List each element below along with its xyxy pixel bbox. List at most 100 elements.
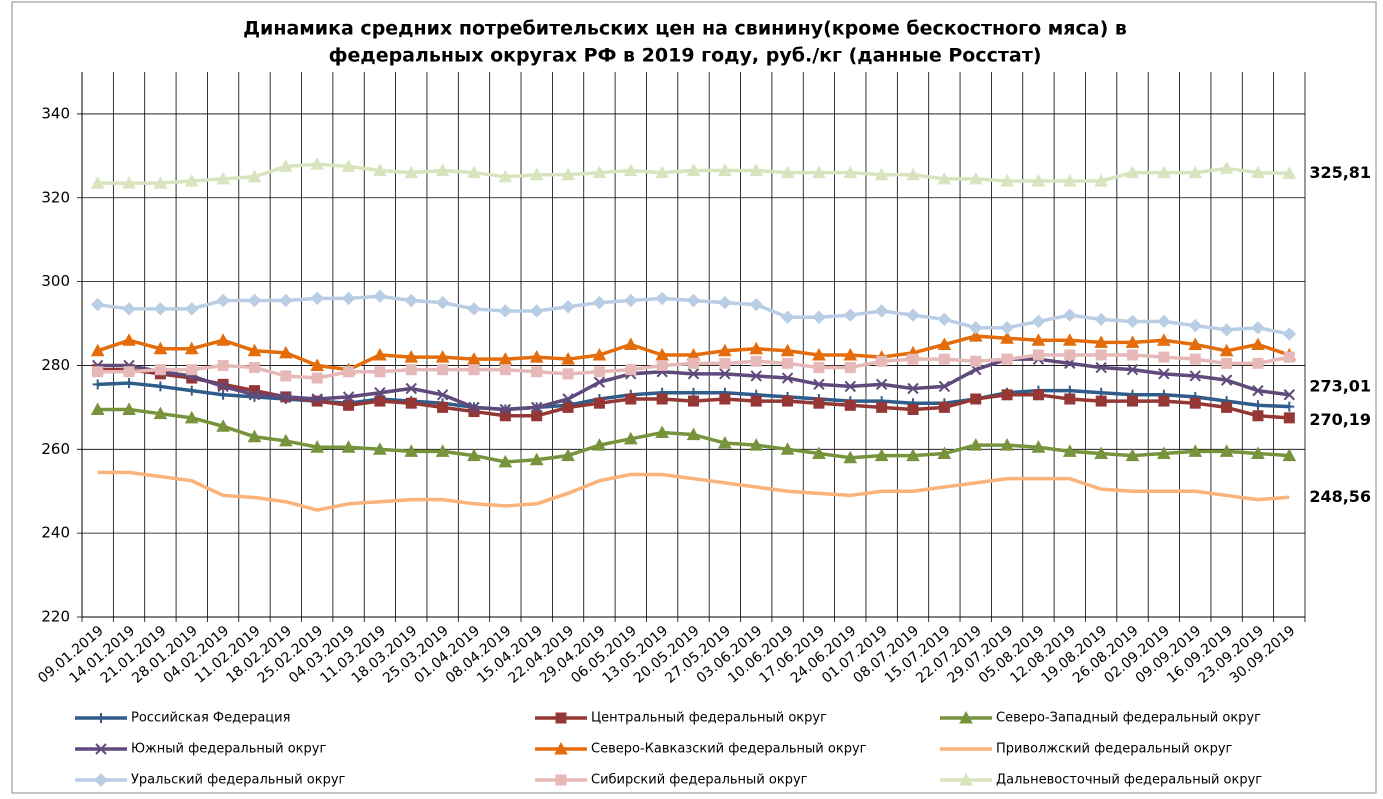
legend-label: Дальневосточный федеральный округ bbox=[996, 773, 1262, 788]
marker bbox=[843, 450, 858, 464]
marker bbox=[216, 333, 230, 346]
marker bbox=[217, 359, 229, 371]
marker bbox=[906, 308, 920, 322]
marker bbox=[655, 291, 669, 306]
legend-label: Сибирский федеральный округ bbox=[591, 773, 808, 788]
marker bbox=[90, 402, 105, 415]
marker bbox=[1095, 349, 1107, 361]
marker bbox=[780, 442, 795, 455]
marker bbox=[749, 341, 764, 355]
marker bbox=[467, 165, 481, 179]
marker bbox=[1157, 333, 1171, 346]
marker bbox=[373, 289, 387, 303]
value-label: 325,81 bbox=[1309, 163, 1371, 182]
marker bbox=[655, 165, 669, 179]
marker bbox=[1188, 318, 1202, 333]
marker bbox=[1032, 349, 1044, 361]
marker bbox=[1031, 333, 1046, 346]
marker bbox=[1064, 349, 1076, 361]
marker bbox=[874, 448, 889, 462]
marker bbox=[1282, 327, 1297, 341]
marker bbox=[750, 395, 762, 407]
marker bbox=[405, 397, 417, 409]
marker bbox=[719, 357, 731, 369]
marker bbox=[938, 401, 950, 413]
marker bbox=[749, 297, 763, 312]
marker bbox=[123, 366, 135, 378]
marker bbox=[279, 293, 293, 308]
marker bbox=[656, 359, 668, 371]
marker bbox=[1064, 393, 1076, 405]
marker bbox=[499, 403, 512, 416]
marker bbox=[1251, 165, 1265, 179]
marker bbox=[1283, 351, 1295, 363]
y-tick-label: 340 bbox=[41, 104, 70, 122]
marker bbox=[435, 350, 450, 363]
value-label: 273,01 bbox=[1309, 376, 1371, 395]
y-tick-label: 220 bbox=[41, 608, 70, 626]
marker bbox=[529, 350, 544, 363]
marker bbox=[623, 337, 638, 350]
marker bbox=[404, 293, 418, 308]
legend-label: Северо-Западный федеральный округ bbox=[996, 711, 1261, 726]
marker bbox=[405, 364, 417, 376]
marker bbox=[404, 350, 419, 363]
marker bbox=[1125, 448, 1140, 462]
marker bbox=[688, 395, 699, 407]
marker bbox=[875, 378, 888, 391]
marker bbox=[562, 393, 574, 405]
marker bbox=[937, 337, 952, 350]
marker bbox=[781, 372, 794, 384]
marker bbox=[1252, 400, 1263, 411]
marker bbox=[1094, 446, 1109, 459]
marker bbox=[216, 293, 230, 308]
marker bbox=[968, 438, 983, 451]
marker bbox=[311, 372, 323, 384]
marker bbox=[1189, 370, 1201, 382]
marker bbox=[186, 385, 197, 396]
marker bbox=[1219, 161, 1234, 174]
legend-label: Российская Федерация bbox=[131, 711, 290, 726]
marker bbox=[1125, 314, 1140, 329]
marker bbox=[1000, 321, 1014, 335]
marker bbox=[970, 355, 982, 367]
marker bbox=[719, 368, 731, 380]
marker bbox=[907, 353, 919, 365]
marker bbox=[561, 300, 575, 314]
marker bbox=[623, 431, 638, 445]
marker bbox=[184, 341, 199, 355]
marker bbox=[750, 370, 762, 382]
marker bbox=[1094, 312, 1108, 327]
marker bbox=[122, 302, 136, 316]
marker bbox=[780, 310, 795, 324]
marker bbox=[938, 380, 951, 393]
marker bbox=[529, 452, 544, 466]
marker bbox=[562, 401, 574, 413]
marker bbox=[907, 403, 919, 415]
marker bbox=[1158, 368, 1170, 380]
value-label: 270,19 bbox=[1309, 410, 1371, 429]
marker bbox=[1189, 353, 1201, 365]
y-tick-label: 240 bbox=[41, 524, 70, 542]
marker bbox=[874, 167, 889, 181]
marker bbox=[843, 347, 858, 361]
marker bbox=[969, 321, 983, 335]
marker bbox=[1188, 444, 1203, 457]
marker bbox=[1095, 395, 1107, 407]
marker bbox=[310, 440, 325, 453]
marker bbox=[1251, 337, 1265, 350]
marker bbox=[248, 362, 260, 374]
marker bbox=[1031, 314, 1046, 329]
marker bbox=[813, 378, 825, 391]
marker bbox=[92, 379, 103, 390]
marker bbox=[1127, 395, 1139, 407]
marker bbox=[780, 343, 795, 357]
marker bbox=[531, 410, 543, 422]
marker bbox=[937, 446, 952, 459]
marker bbox=[844, 399, 856, 411]
marker bbox=[959, 772, 973, 786]
marker bbox=[718, 343, 732, 357]
marker bbox=[373, 442, 387, 455]
marker bbox=[561, 352, 575, 365]
marker bbox=[593, 376, 606, 388]
